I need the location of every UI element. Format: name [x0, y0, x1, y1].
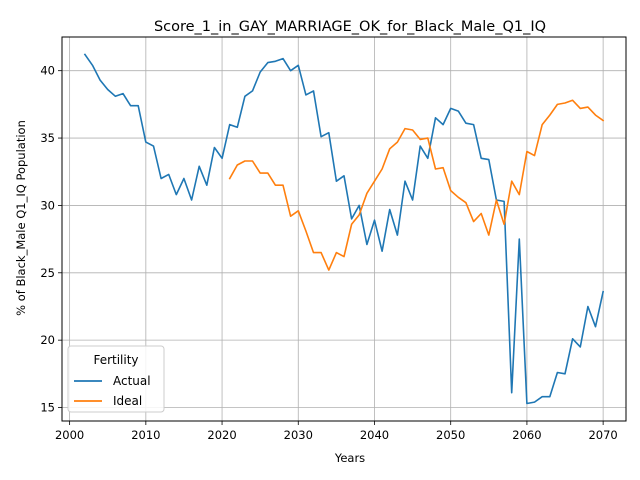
y-tick-label: 20 [40, 333, 55, 347]
chart-title: Score_1_in_GAY_MARRIAGE_OK_for_Black_Mal… [154, 19, 546, 35]
series-line-actual [83, 53, 605, 405]
legend: Fertility Actual Ideal [67, 345, 165, 413]
y-tick-label: 35 [40, 131, 55, 145]
x-tick-label: 2070 [588, 428, 617, 442]
series-line-ideal [228, 99, 605, 271]
x-tick-label: 2030 [284, 428, 313, 442]
x-axis-label: Years [334, 451, 365, 465]
y-tick-label: 30 [40, 198, 55, 212]
x-tick-label: 2040 [360, 428, 389, 442]
y-tick-label: 25 [40, 266, 55, 280]
x-tick-label: 2010 [131, 428, 160, 442]
x-axis-ticks: 2000 2010 2020 2030 2040 2050 2060 2070 [55, 421, 618, 442]
x-tick-label: 2020 [207, 428, 236, 442]
x-tick-label: 2060 [512, 428, 541, 442]
y-tick-label: 40 [40, 64, 55, 78]
legend-label-ideal: Ideal [113, 394, 142, 408]
y-axis-ticks: 15 20 25 30 35 40 [40, 64, 62, 415]
legend-title: Fertility [93, 353, 138, 367]
x-tick-label: 2050 [436, 428, 465, 442]
x-tick-label: 2000 [55, 428, 84, 442]
y-tick-label: 15 [40, 401, 55, 415]
y-axis-label: % of Black_Male Q1_IQ Population [14, 120, 28, 316]
plot-frame [61, 36, 627, 422]
series-lines [83, 53, 605, 405]
legend-label-actual: Actual [113, 374, 151, 388]
legend-frame [67, 345, 165, 413]
